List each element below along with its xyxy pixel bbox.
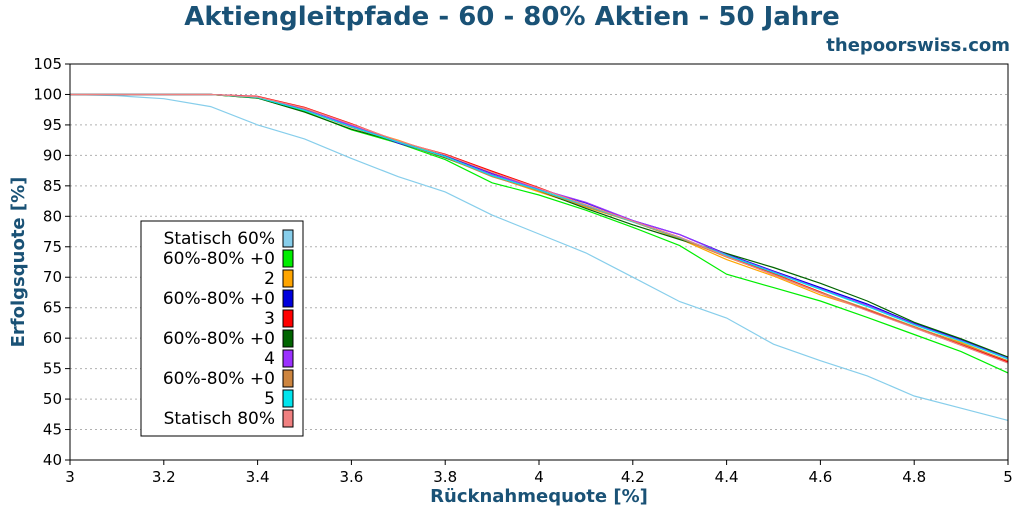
x-tick-label: 3.4 <box>246 468 270 486</box>
legend-label: 60%-80% +0 <box>163 289 275 309</box>
legend-label: 60%-80% +0 <box>163 369 275 389</box>
x-tick-label: 5 <box>1003 468 1013 486</box>
y-tick-label: 65 <box>43 299 62 317</box>
legend-label: 60%-80% +0 <box>163 329 275 349</box>
x-axis: 3 3.2 3.4 3.6 3.8 4 4.2 4.4 4.6 4.8 5 <box>65 460 1013 486</box>
y-tick-label: 100 <box>33 85 62 103</box>
x-tick-label: 4.8 <box>902 468 926 486</box>
legend-label: Statisch 80% <box>164 409 275 429</box>
y-tick-label: 90 <box>43 146 62 164</box>
series-line-10 <box>70 93 1009 364</box>
legend-label: 2 <box>264 269 275 289</box>
x-tick-label: 4.2 <box>621 468 645 486</box>
legend-swatch <box>282 249 294 268</box>
x-tick-label: 3 <box>65 468 75 486</box>
legend-swatch <box>282 389 294 408</box>
legend-swatch <box>282 289 294 308</box>
legend-swatch <box>282 369 294 388</box>
legend-swatch <box>282 269 294 288</box>
x-tick-label: 4 <box>534 468 544 486</box>
y-tick-label: 95 <box>43 116 62 134</box>
y-tick-label: 85 <box>43 177 62 195</box>
legend-label: Statisch 60% <box>164 229 275 249</box>
y-tick-label: 60 <box>43 329 62 347</box>
x-tick-label: 3.6 <box>339 468 363 486</box>
legend-swatch <box>282 409 294 428</box>
brand-label: thepoorswiss.com <box>826 35 1010 56</box>
y-tick-label: 75 <box>43 238 62 256</box>
y-tick-label: 105 <box>33 55 62 73</box>
y-axis-label: Erfolgsquote [%] <box>8 177 29 348</box>
legend-swatch <box>282 349 294 368</box>
y-tick-label: 55 <box>43 360 62 378</box>
legend-swatch <box>282 329 294 348</box>
y-tick-label: 50 <box>43 390 62 408</box>
legend-swatch <box>282 229 294 248</box>
x-tick-label: 3.8 <box>433 468 457 486</box>
x-tick-label: 4.4 <box>715 468 739 486</box>
y-tick-label: 70 <box>43 268 62 286</box>
x-axis-label: Rücknahmequote [%] <box>430 486 648 507</box>
legend-label: 4 <box>264 349 275 369</box>
x-tick-label: 3.2 <box>152 468 176 486</box>
chart-title: Aktiengleitpfade - 60 - 80% Aktien - 50 … <box>184 2 840 32</box>
y-tick-label: 80 <box>43 207 62 225</box>
y-tick-label: 45 <box>43 421 62 439</box>
legend-label: 3 <box>264 309 275 329</box>
legend-label: 60%-80% +0 <box>163 249 275 269</box>
legend-box <box>140 220 304 437</box>
y-tick-label: 40 <box>43 451 62 469</box>
x-tick-label: 4.6 <box>808 468 832 486</box>
legend-swatch <box>282 309 294 328</box>
legend-label: 5 <box>264 389 275 409</box>
series-layer <box>69 93 1009 421</box>
series-line-1 <box>69 93 1009 421</box>
y-axis: 40 45 50 55 60 65 70 75 80 85 90 95 100 105 <box>33 55 70 469</box>
